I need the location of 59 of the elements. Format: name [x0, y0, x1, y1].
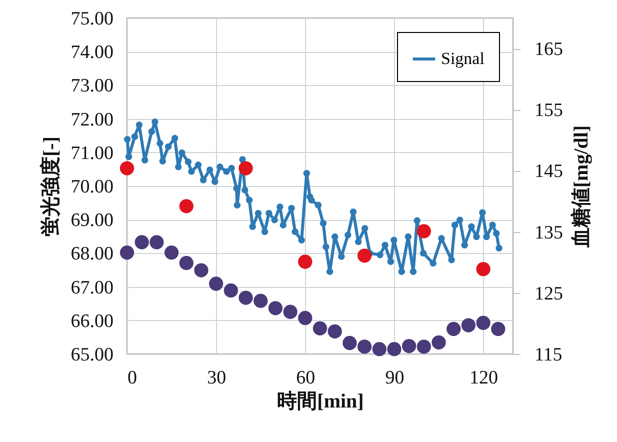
point [134, 235, 149, 250]
point [254, 294, 268, 308]
y-tick-label: 70.00 [70, 176, 114, 198]
point [357, 248, 372, 263]
x-tick-label: 120 [470, 368, 498, 388]
point [461, 318, 476, 332]
point [476, 262, 490, 276]
point [476, 316, 490, 330]
point [387, 342, 402, 356]
point [416, 224, 431, 238]
y-axis-title: 蛍光強度[-] [38, 136, 62, 236]
y-tick-label: 68.00 [70, 244, 114, 265]
point [312, 321, 328, 336]
x-tick-label: 60 [296, 368, 316, 388]
y2-tick-label: 115 [534, 344, 562, 366]
x-tick-label: 90 [385, 368, 404, 388]
point [238, 161, 253, 176]
y2-tick-label: 125 [534, 283, 563, 304]
point [209, 276, 224, 291]
y-tick-label: 75.00 [70, 8, 114, 30]
point [238, 290, 253, 305]
x-tick-label: 30 [207, 368, 226, 388]
point [120, 161, 134, 176]
point [372, 342, 386, 356]
point [224, 283, 238, 298]
point [164, 246, 179, 260]
point [357, 340, 372, 354]
point [402, 339, 416, 354]
point [298, 310, 312, 326]
x-tick-label: 0 [128, 368, 137, 388]
point [194, 263, 208, 278]
y-tick-label: 65.00 [70, 344, 114, 366]
point [342, 336, 357, 350]
y2-tick-label: 165 [534, 39, 563, 60]
y-tick-label: 73.00 [70, 76, 114, 97]
point [179, 199, 194, 214]
y-tick-label: 72.00 [70, 109, 114, 130]
x-axis-title: 時間[min] [277, 390, 364, 412]
y-tick-label: 66.00 [70, 310, 114, 332]
point [416, 340, 431, 354]
y2-tick-label: 155 [534, 100, 563, 122]
y2-axis-title: 血糖値[mg/dl] [570, 125, 592, 249]
point [432, 335, 446, 350]
point [120, 246, 134, 260]
y-tick-label: 74.00 [70, 42, 114, 64]
y-tick-label: 71.00 [70, 142, 114, 164]
point [268, 301, 283, 316]
point [446, 322, 461, 336]
y-tick-label: 67.00 [70, 277, 114, 298]
point [179, 256, 194, 270]
point [283, 304, 298, 319]
y2-tick-label: 135 [534, 222, 563, 244]
legend-label: Signal [441, 49, 485, 68]
y2-tick-label: 145 [534, 161, 563, 182]
point [298, 254, 312, 269]
y-tick-label: 69.00 [70, 210, 114, 232]
point [328, 324, 342, 338]
point [491, 322, 506, 336]
point [150, 235, 164, 250]
